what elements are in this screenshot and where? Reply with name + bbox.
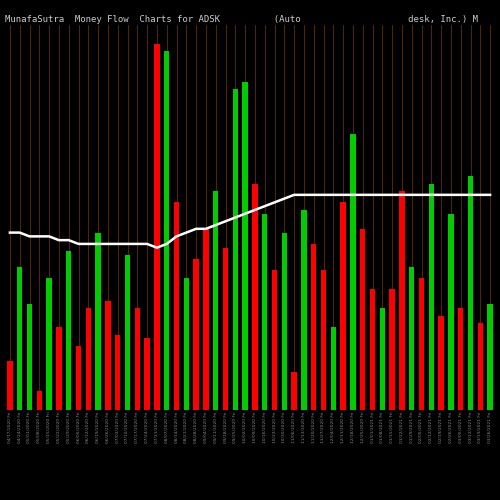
Bar xyxy=(46,278,52,410)
Bar xyxy=(458,308,464,410)
Bar xyxy=(380,308,385,410)
Bar xyxy=(390,289,395,410)
Bar xyxy=(370,289,375,410)
Bar xyxy=(174,202,179,410)
Bar xyxy=(478,323,483,410)
Bar xyxy=(7,361,12,410)
Bar xyxy=(164,52,170,410)
Bar xyxy=(144,338,150,410)
Bar xyxy=(448,214,454,410)
Bar xyxy=(419,278,424,410)
Bar xyxy=(125,255,130,410)
Bar xyxy=(340,202,346,410)
Bar xyxy=(321,270,326,410)
Bar xyxy=(360,229,366,410)
Bar xyxy=(76,346,81,410)
Text: MunafaSutra  Money Flow  Charts for ADSK          (Auto                    desk,: MunafaSutra Money Flow Charts for ADSK (… xyxy=(5,15,478,24)
Bar xyxy=(399,191,404,410)
Bar xyxy=(184,278,189,410)
Bar xyxy=(409,266,414,410)
Bar xyxy=(282,232,287,410)
Bar xyxy=(115,334,120,410)
Bar xyxy=(330,327,336,410)
Bar xyxy=(223,248,228,410)
Bar xyxy=(105,300,110,410)
Bar xyxy=(350,134,356,410)
Bar xyxy=(66,252,71,410)
Bar xyxy=(232,89,238,410)
Bar xyxy=(468,176,473,410)
Bar xyxy=(194,259,199,410)
Bar xyxy=(438,316,444,410)
Bar xyxy=(242,82,248,410)
Bar xyxy=(154,44,160,410)
Bar xyxy=(56,327,62,410)
Bar xyxy=(488,304,493,410)
Bar xyxy=(292,372,297,410)
Bar xyxy=(301,210,306,410)
Bar xyxy=(262,214,268,410)
Bar xyxy=(86,308,91,410)
Bar xyxy=(96,232,101,410)
Bar xyxy=(213,191,218,410)
Bar xyxy=(36,391,42,410)
Bar xyxy=(134,308,140,410)
Bar xyxy=(311,244,316,410)
Bar xyxy=(428,184,434,410)
Bar xyxy=(17,266,22,410)
Bar xyxy=(252,184,258,410)
Bar xyxy=(27,304,32,410)
Bar xyxy=(203,229,208,410)
Bar xyxy=(272,270,277,410)
